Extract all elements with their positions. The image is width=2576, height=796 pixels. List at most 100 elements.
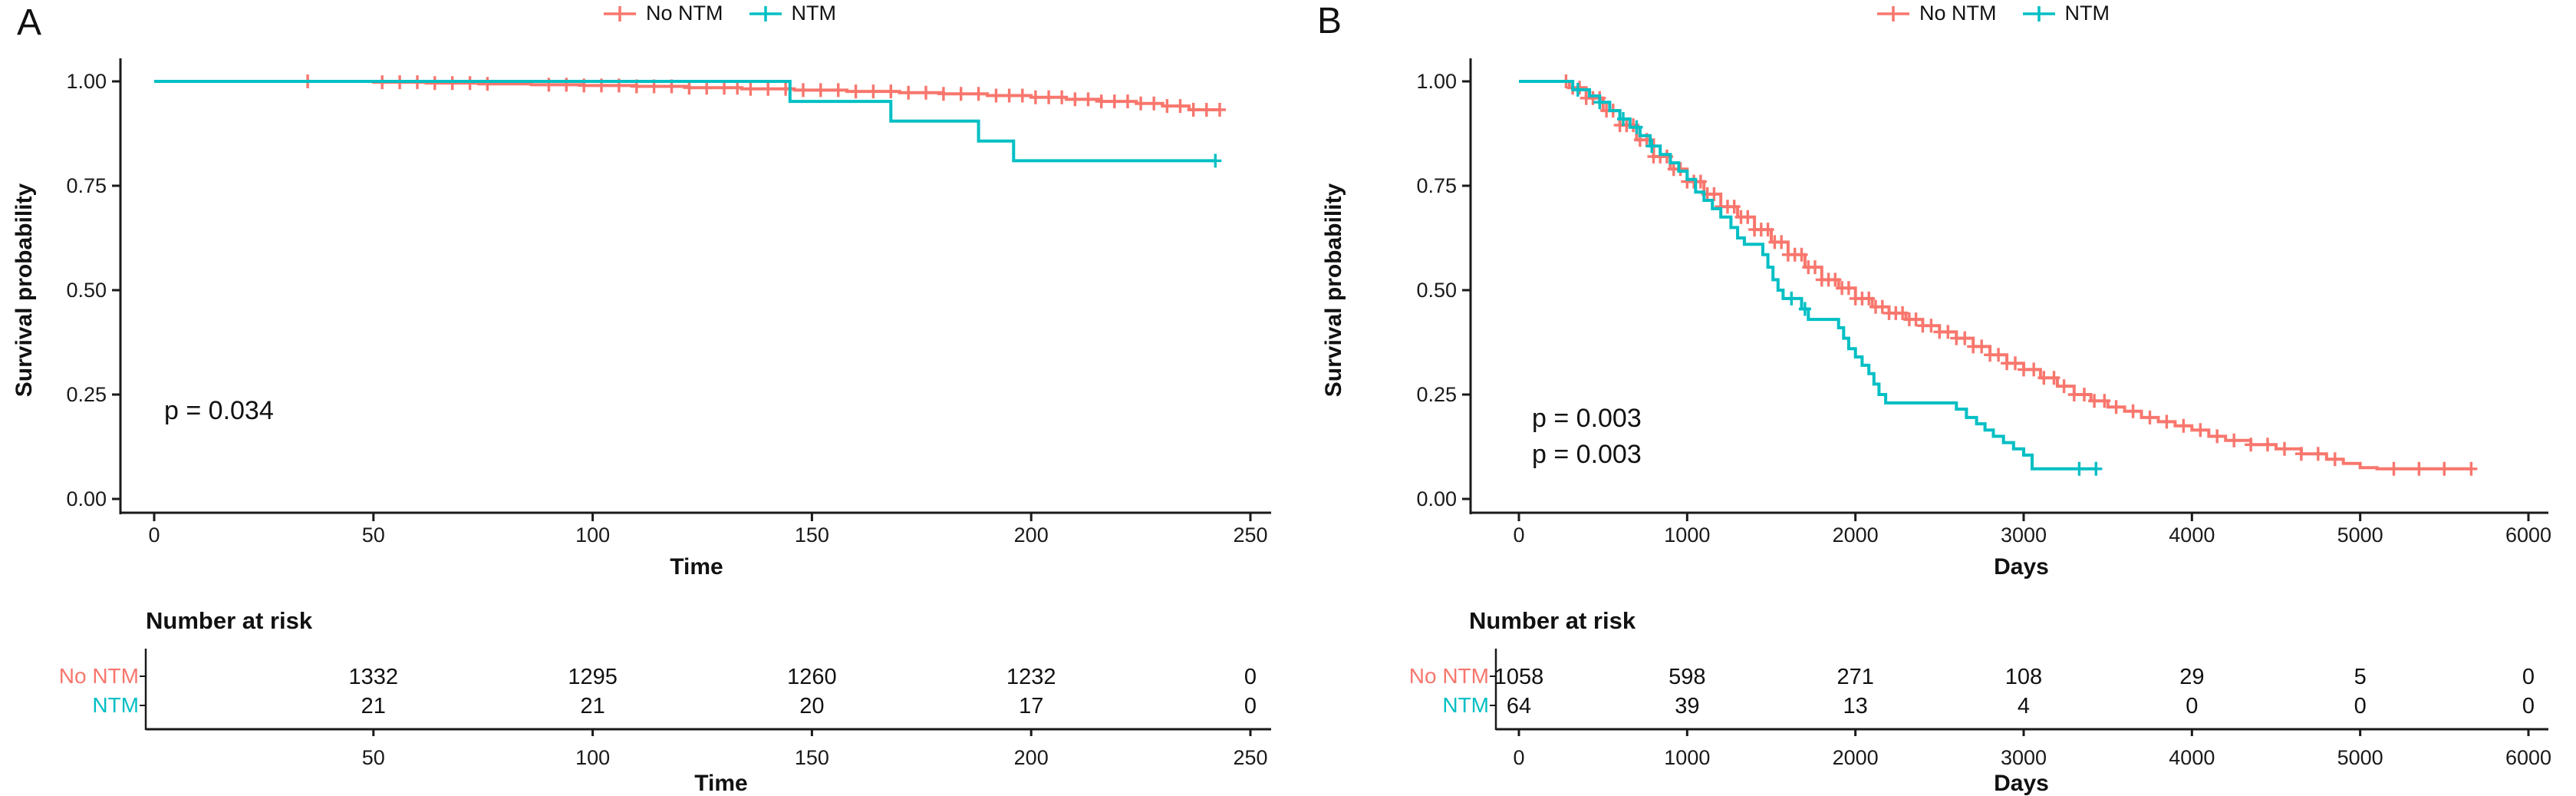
y-tick-label: 0.00 — [1416, 487, 1457, 510]
censor-mark — [2126, 404, 2140, 418]
censor-mark — [1741, 210, 1754, 224]
risk-table-x-tick-label: 2000 — [1833, 746, 1879, 769]
censor-mark — [972, 87, 985, 101]
censor-mark — [1056, 90, 1069, 104]
x-tick-label: 50 — [362, 524, 385, 547]
censor-mark — [1069, 92, 1082, 107]
censor-mark — [1975, 339, 1988, 354]
risk-table-x-tick-label: 0 — [1513, 746, 1524, 769]
censor-mark — [1016, 88, 1029, 103]
censor-mark — [2387, 461, 2400, 476]
censor-mark — [2057, 379, 2070, 394]
risk-table-x-tick-label: 3000 — [2001, 746, 2047, 769]
censor-mark — [2143, 410, 2156, 424]
no-ntm-legend-key-icon — [1877, 5, 1909, 21]
censor-mark — [1200, 103, 1213, 117]
risk-count: 1260 — [787, 665, 837, 689]
y-tick-label: 0.75 — [1416, 174, 1457, 197]
risk-count: 21 — [580, 694, 604, 718]
panel-a: A No NTM NTM Survival probability p = 0.… — [12, 2, 1271, 796]
km-curve-ntm — [1519, 80, 2097, 471]
censor-mark — [718, 81, 731, 95]
risk-count: 1295 — [568, 665, 618, 689]
censor-mark — [814, 83, 827, 97]
x-tick-label: 1000 — [1664, 524, 1710, 547]
censor-mark — [2245, 438, 2258, 452]
censor-mark — [884, 84, 898, 99]
no-ntm-legend-key-icon — [604, 5, 636, 21]
p-value: p = 0.034 — [164, 396, 274, 425]
risk-row-label-no-ntm: No NTM — [1408, 664, 1489, 688]
risk-table-x-tick-label: 1000 — [1664, 746, 1710, 769]
censor-mark — [2098, 394, 2111, 408]
censor-mark — [463, 76, 476, 91]
y-tick-label: 0.75 — [66, 174, 107, 197]
censor-mark — [1135, 96, 1148, 111]
x-tick-label: 6000 — [2505, 524, 2551, 547]
risk-count: 39 — [1675, 694, 1699, 718]
y-tick-label: 1.00 — [1416, 70, 1457, 93]
censor-mark — [1174, 99, 1187, 114]
censor-mark — [1798, 302, 1811, 316]
x-tick-label: 150 — [795, 524, 829, 547]
censor-mark — [1863, 291, 1876, 306]
x-tick-label: 4000 — [2169, 524, 2215, 547]
censor-mark — [1925, 319, 1938, 333]
censor-mark — [2311, 447, 2324, 461]
censor-mark — [1214, 103, 1226, 117]
censor-mark — [1842, 281, 1855, 296]
censor-mark — [1573, 81, 1586, 95]
censor-mark — [1992, 348, 2005, 362]
censor-mark — [2465, 461, 2478, 476]
risk-count: 1058 — [1494, 665, 1544, 689]
censor-mark — [1571, 82, 1584, 97]
risk-table-x-tick-label: 150 — [795, 746, 829, 769]
censor-mark — [2110, 400, 2123, 415]
censor-mark — [1108, 94, 1121, 109]
censor-mark — [1161, 99, 1174, 114]
risk-count: 21 — [361, 694, 386, 718]
risk-table-x-tick-label: 50 — [362, 746, 385, 769]
censor-mark — [2413, 461, 2426, 476]
censor-mark — [481, 77, 494, 91]
censor-mark — [2211, 429, 2224, 444]
legend-label-no-ntm: No NTM — [646, 2, 723, 25]
risk-count: 20 — [799, 694, 824, 718]
panel-a-label: A — [17, 2, 42, 43]
risk-table-x-tick-label: 250 — [1233, 746, 1267, 769]
risk-table-title: Number at risk — [146, 607, 313, 634]
risk-table-x-tick-label: 200 — [1014, 746, 1049, 769]
censor-mark — [990, 88, 1003, 103]
risk-count: 1232 — [1006, 665, 1056, 689]
censor-mark — [902, 85, 915, 100]
censor-mark — [2261, 438, 2274, 452]
risk-table-x-axis-title: Time — [694, 771, 748, 796]
censor-mark — [1029, 90, 1042, 104]
censor-mark — [1617, 112, 1629, 126]
censor-mark — [1209, 154, 1222, 168]
censor-mark — [1630, 120, 1643, 134]
censor-mark — [1829, 272, 1842, 287]
risk-count: 13 — [1843, 694, 1868, 718]
p-value: p = 0.003 — [1532, 404, 1642, 433]
ntm-legend-key-icon — [749, 5, 782, 21]
censor-mark — [731, 81, 744, 95]
censor-mark — [1896, 306, 1909, 320]
censor-mark — [1674, 162, 1687, 177]
censor-mark — [832, 83, 845, 97]
panel-b-legend: No NTM NTM — [1876, 2, 2110, 25]
ntm-legend-key-icon — [2022, 5, 2055, 21]
censor-mark — [867, 84, 880, 99]
risk-count: 0 — [1244, 694, 1257, 718]
x-axis-title: Time — [670, 554, 723, 580]
censor-mark — [1708, 187, 1721, 201]
risk-count: 29 — [2179, 665, 2204, 689]
censor-mark — [1785, 291, 1798, 306]
risk-table-x-tick-label: 100 — [575, 746, 610, 769]
x-tick-label: 0 — [148, 524, 160, 547]
censor-mark — [2078, 388, 2090, 401]
y-tick-label: 0.50 — [1416, 279, 1457, 302]
censor-mark — [2028, 362, 2041, 377]
censor-mark — [920, 85, 932, 100]
y-tick-label: 0.50 — [66, 279, 107, 302]
